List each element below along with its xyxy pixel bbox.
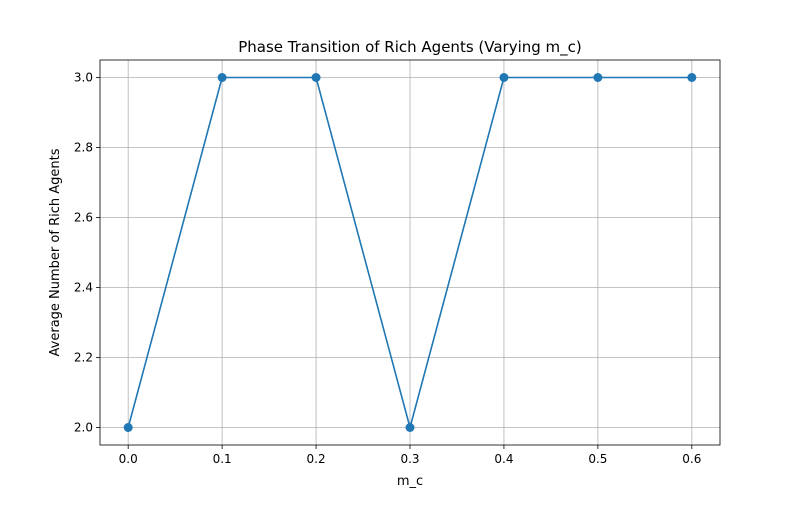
x-tick-label: 0.0: [119, 452, 138, 466]
y-tick-label: 2.8: [74, 141, 93, 155]
data-series: [123, 73, 697, 432]
x-tick-label: 0.4: [494, 452, 513, 466]
data-point: [217, 73, 227, 82]
x-tick-label: 0.5: [588, 452, 607, 466]
y-axis-label: Average Number of Rich Agents: [48, 148, 63, 356]
data-point: [123, 423, 133, 432]
x-tick-label: 0.2: [307, 452, 326, 466]
data-point: [687, 73, 697, 82]
plot-frame: [99, 59, 721, 446]
axis-ticks: 0.0 0.1 0.2 0.3 0.4 0.5 0.6 2.0 2.2 2.4 2.6 2.8 3.0: [74, 71, 701, 467]
data-point: [311, 73, 321, 82]
y-tick-label: 2.4: [74, 281, 93, 295]
x-axis-label: m_c: [397, 474, 423, 489]
grid: [100, 60, 720, 445]
y-tick-label: 2.2: [74, 351, 93, 365]
chart-title: Phase Transition of Rich Agents (Varying…: [238, 38, 582, 57]
y-tick-label: 2.6: [74, 211, 93, 225]
data-point: [499, 73, 509, 82]
x-tick-label: 0.6: [682, 452, 701, 466]
data-point: [593, 73, 603, 82]
data-point: [405, 423, 415, 432]
y-tick-label: 3.0: [74, 71, 93, 85]
y-tick-label: 2.0: [74, 421, 93, 435]
x-tick-label: 0.3: [400, 452, 419, 466]
x-tick-label: 0.1: [213, 452, 232, 466]
